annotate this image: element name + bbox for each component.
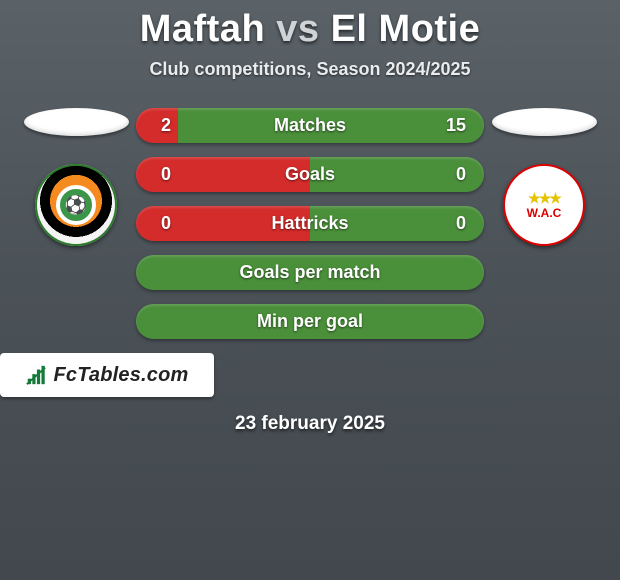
subtitle: Club competitions, Season 2024/2025 <box>0 59 620 80</box>
stat-left-value: 0 <box>154 164 178 185</box>
title-team1: Maftah <box>140 8 265 50</box>
stat-right-value: 0 <box>442 164 466 185</box>
right-column: ★★★ W.A.C <box>484 108 604 246</box>
page-title: Maftah vs El Motie <box>0 8 620 51</box>
left-flag-icon <box>24 108 129 136</box>
stat-bar: 0 Goals 0 <box>136 157 484 192</box>
fctables-watermark: FcTables.com <box>0 353 214 397</box>
stat-right-value: 15 <box>442 115 466 136</box>
left-badge-inner-icon: ⚽ <box>56 185 96 225</box>
left-column: ⚽ <box>16 108 136 246</box>
stat-label: Matches <box>274 115 346 136</box>
fctables-text: FcTables.com <box>53 364 188 387</box>
stat-label: Hattricks <box>271 213 348 234</box>
stat-bar: Goals per match <box>136 255 484 290</box>
stats-column: 2 Matches 15 0 Goals 0 0 Hattricks 0 Goals per ma… <box>136 108 484 339</box>
stat-label: Goals per match <box>239 262 380 283</box>
stat-left-value: 2 <box>154 115 178 136</box>
columns: ⚽ 2 Matches 15 0 Goals 0 0 Hattricks 0 Goals per … <box>0 108 620 339</box>
stat-bar: 0 Hattricks 0 <box>136 206 484 241</box>
stat-bar: 2 Matches 15 <box>136 108 484 143</box>
right-badge-abbr: W.A.C <box>527 207 562 219</box>
container: Maftah vs El Motie Club competitions, Se… <box>0 0 620 435</box>
stat-right-value: 0 <box>442 213 466 234</box>
stat-left-value: 0 <box>154 213 178 234</box>
star-icon: ★★★ <box>528 191 560 205</box>
title-team2: El Motie <box>331 8 481 50</box>
stat-bar: Min per goal <box>136 304 484 339</box>
right-flag-icon <box>492 108 597 136</box>
right-club-badge-icon: ★★★ W.A.C <box>503 164 585 246</box>
right-badge-inner: ★★★ W.A.C <box>527 191 562 219</box>
stat-label: Goals <box>285 164 335 185</box>
date-label: 23 february 2025 <box>0 413 620 435</box>
left-club-badge-icon: ⚽ <box>35 164 117 246</box>
stat-label: Min per goal <box>257 311 363 332</box>
title-vs: vs <box>276 8 319 50</box>
bar-chart-icon <box>25 364 47 386</box>
